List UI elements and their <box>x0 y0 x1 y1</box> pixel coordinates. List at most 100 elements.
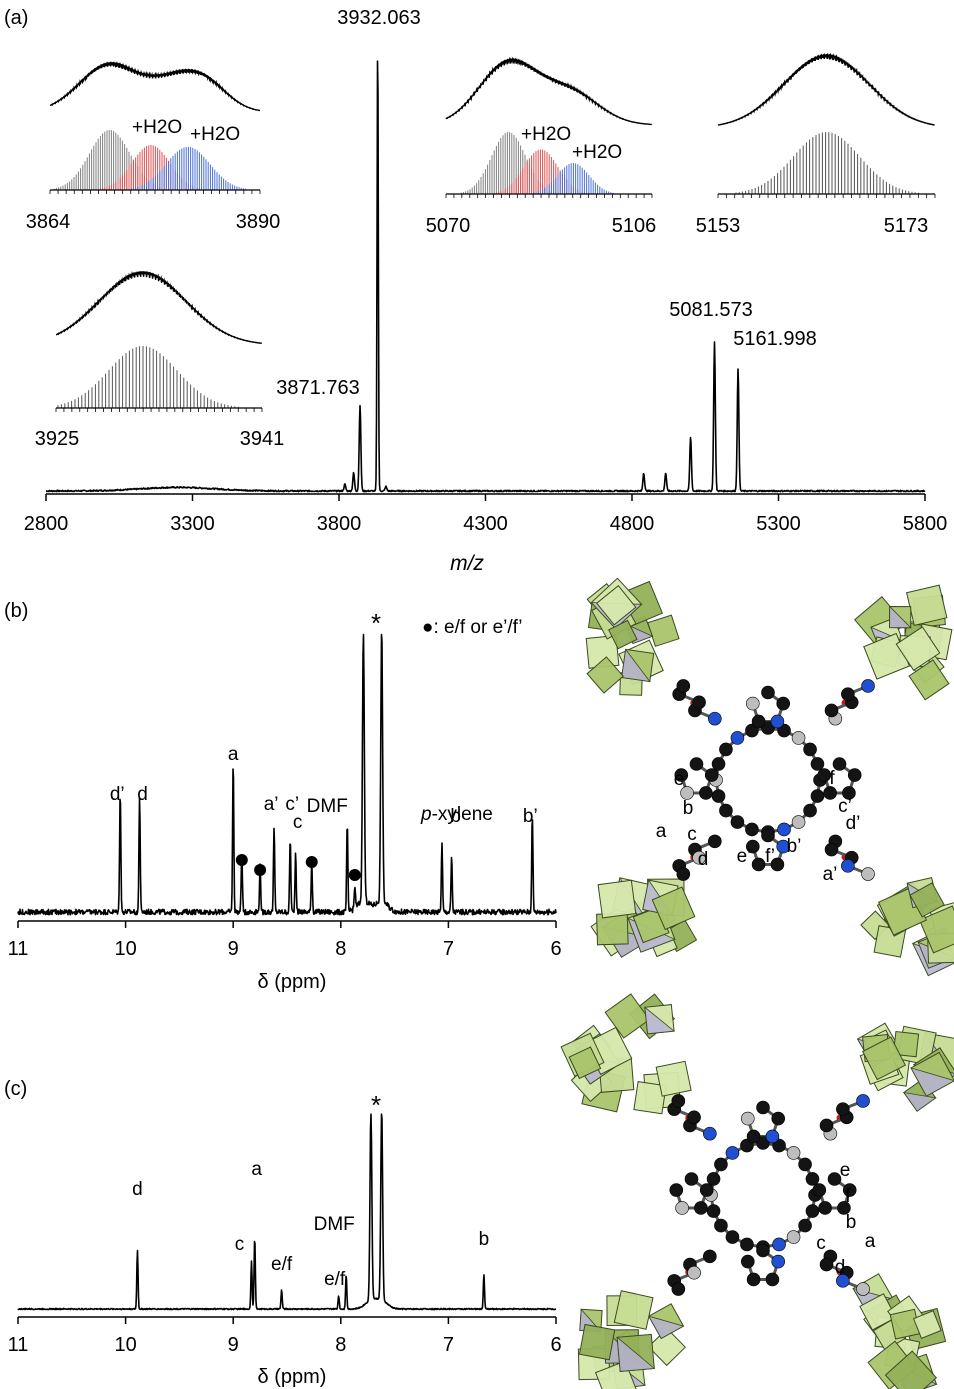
nmr-b-x-axis-label: δ (ppm) <box>258 971 327 993</box>
nmr-b-legend: ●: e/f or e’/f’ <box>422 617 523 638</box>
inset-axis <box>717 193 936 198</box>
inset1-xmin: 3864 <box>26 211 71 233</box>
nmr-peak-marker <box>305 856 318 868</box>
structure-atom-label: e <box>840 1160 851 1181</box>
peak-label-5161: 5161.998 <box>733 328 816 350</box>
polyoxometalate-cluster <box>590 853 698 958</box>
isotope-insets <box>49 52 936 412</box>
nmr-b-spectrum-line <box>17 633 557 916</box>
inset-simulated-sticks <box>57 346 239 408</box>
inset-experimental-envelope <box>445 56 652 126</box>
ms-x-tick-label: 2800 <box>24 513 69 535</box>
mass-spectrum: 2800 3300 3800 4300 4800 5300 5800 m/z 3932.06… <box>24 7 948 575</box>
inset1-h2o-2: +H2O <box>190 124 240 145</box>
structure-atom-label: b <box>846 1212 857 1233</box>
inset2-xmin: 5070 <box>426 215 471 237</box>
polyoxometalate-cluster <box>585 577 698 707</box>
nmr-peak-label: DMF <box>314 1214 355 1235</box>
structure-atom-label: e’ <box>737 846 752 867</box>
structure-atom-label: d’ <box>846 813 861 834</box>
inset-simulated-sticks <box>130 146 247 190</box>
ms-x-tick-label: 5300 <box>756 513 801 535</box>
structure-atom-label: b <box>683 798 694 819</box>
nmr-x-tick-label: 10 <box>114 938 136 960</box>
ms-spectrum-line <box>45 60 926 493</box>
nmr-peak-label: p-xylene <box>420 804 493 825</box>
structure-atom-label: d <box>835 1257 846 1278</box>
nmr-x-tick-label: 7 <box>443 938 454 960</box>
structure-atom-label: a’ <box>823 864 838 885</box>
structure-atom-label: d <box>698 849 709 870</box>
ms-x-tick-label: 5800 <box>903 513 948 535</box>
nmr-c-spectrum-line <box>17 1113 557 1311</box>
ms-x-axis-label: m/z <box>450 552 484 575</box>
inset-simulated-sticks <box>533 163 614 194</box>
nmr-peak-marker <box>348 869 361 881</box>
nmr-peak-label: d’ <box>110 784 125 805</box>
inset-experimental-envelope <box>49 61 261 112</box>
inset4-xmin: 3925 <box>35 428 80 450</box>
nmr-spectrum-b: 11 10 9 8 7 6 δ (ppm) * ●: e/f or e’/f’ d’ d a a… <box>8 608 562 993</box>
polyoxometalate-cluster <box>841 853 954 977</box>
structure-atom-label: f <box>845 1186 851 1207</box>
peak-label-5081: 5081.573 <box>669 299 752 321</box>
nmr-peak-label: e/f <box>271 1254 293 1275</box>
polyoxometalate-cluster <box>560 993 693 1122</box>
inset-experimental-envelope <box>717 52 935 126</box>
structure-atom-label: f <box>829 768 835 789</box>
nmr-x-tick-label: 8 <box>335 1334 346 1356</box>
polyoxometalate-cluster <box>836 1268 947 1389</box>
nmr-peak-label: d <box>137 784 148 805</box>
nmr-peak-marker <box>254 864 267 876</box>
porphyrin-core <box>667 1094 870 1296</box>
porphyrin-core <box>672 679 875 881</box>
inset-simulated-sticks <box>53 130 167 190</box>
nmr-peak-label: c’ <box>285 794 299 815</box>
ms-x-tick-label: 3300 <box>170 513 215 535</box>
nmr-peak-label: e/f <box>324 1269 346 1290</box>
structure-atom-label: c <box>687 824 697 845</box>
inset1-h2o-1: +H2O <box>132 117 182 138</box>
polyoxometalate-cluster <box>836 1022 954 1122</box>
nmr-x-tick-label: 6 <box>550 1334 561 1356</box>
inset2-xmax: 5106 <box>612 215 657 237</box>
polyoxometalate-cluster <box>841 584 953 707</box>
nmr-peak-label: b’ <box>523 806 538 827</box>
nmr-x-tick-label: 9 <box>228 1334 239 1356</box>
nmr-c-x-axis-label: δ (ppm) <box>258 1366 327 1388</box>
nmr-c-star: * <box>371 1090 381 1120</box>
nmr-peak-label: DMF <box>307 796 348 817</box>
peak-label-3932: 3932.063 <box>337 7 420 29</box>
nmr-peak-label: d <box>132 1179 143 1200</box>
nmr-x-tick-label: 9 <box>228 938 239 960</box>
nmr-peak-label: c <box>293 812 303 833</box>
nmr-x-tick-label: 7 <box>443 1334 454 1356</box>
inset-axis <box>55 407 263 412</box>
nmr-x-tick-label: 8 <box>335 938 346 960</box>
nmr-c-x-ticks: 11 10 9 8 7 6 <box>8 1317 562 1356</box>
nmr-spectrum-c: 11 10 9 8 7 6 δ (ppm) * d c a e/f e/f DMF b <box>8 1090 562 1388</box>
structure-atom-label: c <box>816 1233 826 1254</box>
panel-a-label: (a) <box>4 7 28 29</box>
nmr-peak-marker <box>235 854 248 866</box>
structure-atom-label: a <box>656 821 667 842</box>
ms-x-tick-label: 3800 <box>317 513 362 535</box>
inset4-xmax: 3941 <box>240 428 285 450</box>
nmr-b-star: * <box>371 608 381 638</box>
nmr-x-tick-label: 6 <box>550 938 561 960</box>
nmr-peak-label: a <box>251 1159 262 1180</box>
nmr-b-x-ticks: 11 10 9 8 7 6 <box>8 921 562 960</box>
nmr-peak-label: a <box>228 744 239 765</box>
panel-b-label: (b) <box>4 600 28 622</box>
molecular-structure-b <box>585 577 954 977</box>
nmr-x-tick-label: 11 <box>8 1334 29 1356</box>
structure-atom-label: c’ <box>838 796 852 817</box>
inset-experimental-envelope <box>55 270 263 345</box>
ms-x-tick-label: 4300 <box>463 513 508 535</box>
structure-atom-label: b’ <box>787 836 802 857</box>
inset2-h2o-2: +H2O <box>572 142 622 163</box>
inset1-xmax: 3890 <box>236 211 281 233</box>
